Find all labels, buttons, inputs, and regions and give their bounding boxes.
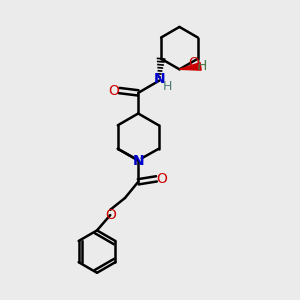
Text: H: H [163, 80, 172, 94]
Text: N: N [132, 154, 144, 168]
Text: O: O [156, 172, 167, 186]
Text: O: O [189, 56, 200, 70]
Polygon shape [179, 63, 201, 70]
Text: O: O [105, 208, 116, 222]
Text: N: N [154, 72, 165, 86]
Text: O: O [108, 83, 119, 98]
Text: H: H [197, 59, 207, 73]
